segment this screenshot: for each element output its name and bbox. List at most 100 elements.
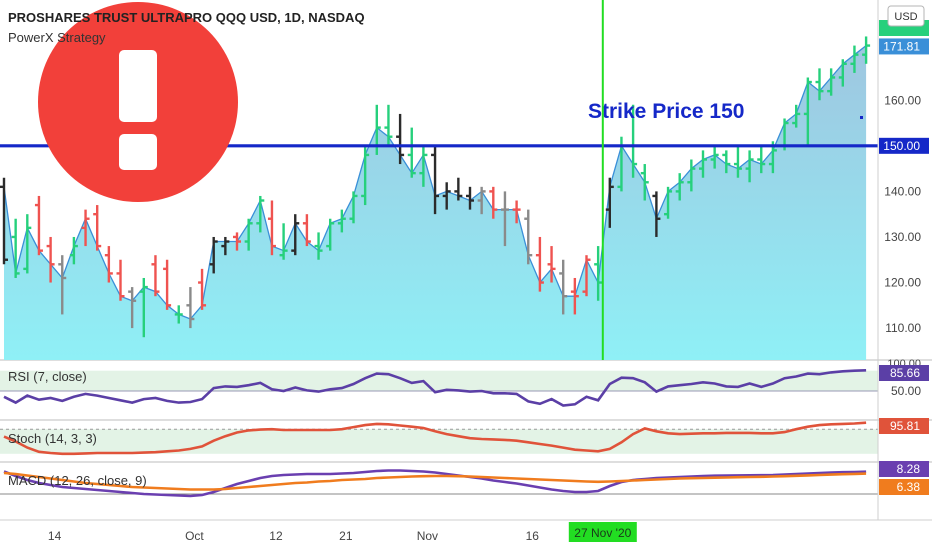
ohlc-bar	[396, 113, 405, 165]
ohlc-bar	[81, 209, 90, 247]
ohlc-bar	[221, 236, 230, 256]
price-tick-label: 120.00	[884, 276, 921, 290]
ohlc-bar	[466, 186, 474, 210]
rsi-panel: RSI (7, close)	[0, 369, 878, 407]
ohlc-bar	[489, 186, 498, 219]
ohlc-bar	[279, 223, 288, 260]
crosshair-date-label: 27 Nov '20	[568, 522, 637, 542]
ohlc-bar	[850, 45, 859, 73]
rsi-line	[3, 369, 867, 407]
ohlc-bar	[535, 236, 544, 292]
ohlc-bar	[349, 191, 358, 224]
ohlc-bar	[687, 159, 696, 192]
ohlc-bar	[547, 246, 556, 283]
svg-text:6.38: 6.38	[897, 480, 921, 494]
ohlc-bar	[559, 259, 568, 315]
time-tick-label: 16	[526, 529, 540, 543]
price-tick-label: 160.00	[884, 93, 921, 107]
chart-title: PROSHARES TRUST ULTRAPRO QQQ USD, 1D, NA…	[8, 10, 365, 25]
rsi-level-50: 50.00	[891, 384, 921, 398]
ohlc-bar	[407, 127, 416, 178]
ohlc-bar	[314, 232, 323, 260]
time-axis: 14 Oct 12 21 Nov 16 27 Nov '20	[48, 522, 637, 543]
svg-text:171.81: 171.81	[883, 39, 920, 53]
svg-text:150.00: 150.00	[883, 139, 920, 153]
stoch-panel: Stoch (14, 3, 3)	[0, 421, 878, 456]
ohlc-bar	[198, 268, 207, 310]
ohlc-bar	[46, 236, 55, 283]
ohlc-bar	[570, 277, 579, 315]
time-tick-label: Nov	[417, 529, 438, 543]
last-price-badge: 171.81	[879, 38, 929, 55]
currency-button[interactable]: USD	[887, 5, 925, 27]
ohlc-bar	[652, 191, 661, 237]
ohlc-bar	[605, 177, 614, 228]
ohlc-bar	[244, 218, 253, 251]
signal-value-badge: 6.38	[879, 479, 929, 495]
ohlc-bar	[454, 177, 463, 201]
ohlc-bar	[256, 195, 265, 233]
stoch-title: Stoch (14, 3, 3)	[8, 431, 97, 446]
svg-text:95.81: 95.81	[890, 419, 920, 433]
ohlc-bar	[827, 68, 836, 96]
svg-text:8.28: 8.28	[897, 462, 921, 476]
price-tick-label: 140.00	[884, 184, 921, 198]
stoch-value-badge: 95.81	[879, 418, 929, 434]
ohlc-bar	[104, 246, 113, 283]
ohlc-bar	[151, 255, 160, 297]
ohlc-bar	[838, 59, 847, 87]
ohlc-bar	[442, 182, 451, 210]
ohlc-bar	[139, 277, 148, 338]
ohlc-bar	[524, 209, 533, 265]
macd-value-badge: 8.28	[879, 461, 929, 477]
ohlc-bar	[792, 104, 801, 128]
ohlc-bar	[186, 287, 195, 329]
ohlc-bar	[582, 255, 591, 297]
warning-exclamation-icon	[38, 2, 238, 202]
ohlc-bar	[664, 186, 673, 219]
stoch-line	[3, 421, 867, 456]
time-tick-label: Oct	[185, 529, 204, 543]
ohlc-bar	[23, 214, 32, 274]
strike-price-annotation: Strike Price 150	[588, 100, 744, 123]
ohlc-bar	[34, 195, 43, 256]
ohlc-bar	[69, 236, 78, 265]
ohlc-bar	[733, 145, 742, 178]
ohlc-bar	[11, 218, 20, 278]
ohlc-bar	[267, 200, 276, 256]
indicator-name: PowerX Strategy	[8, 30, 106, 45]
macd-title: MACD (12, 26, close, 9)	[8, 473, 147, 488]
ohlc-bar	[722, 150, 731, 174]
svg-text:85.66: 85.66	[890, 366, 920, 380]
ohlc-bar	[384, 104, 393, 146]
rsi-value-badge: 85.66	[879, 365, 929, 381]
svg-text:27 Nov '20: 27 Nov '20	[574, 526, 631, 540]
ohlc-bar	[477, 186, 486, 215]
ohlc-bar	[500, 191, 509, 247]
ohlc-bar	[699, 150, 707, 178]
ohlc-bar	[174, 305, 183, 324]
ohlc-bar	[302, 214, 311, 247]
ohlc-bar	[745, 150, 754, 183]
price-axis: 110.00120.00130.00140.00150.00160.00100.…	[879, 20, 929, 495]
macd-panel: MACD (12, 26, close, 9)	[0, 469, 878, 498]
ohlc-bar	[116, 259, 125, 301]
ohlc-bar	[58, 255, 67, 315]
ohlc-bars	[0, 36, 871, 338]
ohlc-bar	[337, 209, 346, 233]
time-tick-label: 12	[269, 529, 283, 543]
ohlc-bar	[862, 36, 871, 64]
strike-price-badge: 150.00	[879, 137, 929, 154]
ohlc-bar	[803, 77, 812, 146]
ohlc-bar	[209, 236, 218, 274]
price-tick-label: 110.00	[885, 321, 921, 335]
rsi-title: RSI (7, close)	[8, 369, 87, 384]
ohlc-bar	[361, 145, 370, 206]
ohlc-bar	[419, 145, 428, 187]
currency-button-label: USD	[894, 11, 917, 23]
time-tick-label: 14	[48, 529, 62, 543]
ohlc-bar	[710, 145, 719, 169]
ohlc-bar	[675, 173, 684, 201]
rsi-band	[0, 370, 878, 391]
